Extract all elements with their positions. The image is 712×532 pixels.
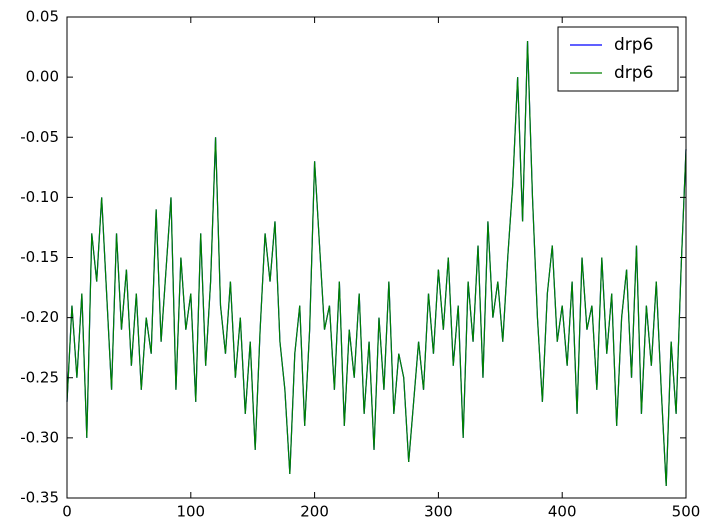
y-tick-label: -0.35 xyxy=(20,489,59,507)
x-tick-label: 100 xyxy=(176,503,205,521)
y-tick-label: 0.00 xyxy=(26,68,59,86)
legend-label: drp6 xyxy=(614,63,653,83)
x-tick-label: 400 xyxy=(548,503,577,521)
y-tick-label: -0.05 xyxy=(20,128,59,146)
legend-box xyxy=(557,26,679,92)
plot-area xyxy=(67,17,686,498)
x-tick-label: 500 xyxy=(672,503,701,521)
y-tick-label: -0.10 xyxy=(20,188,59,206)
y-tick-label: -0.15 xyxy=(20,248,59,266)
legend: drp6 drp6 xyxy=(557,26,679,92)
y-tick-label: -0.25 xyxy=(20,368,59,386)
y-tick-label: -0.30 xyxy=(20,428,59,446)
data-line xyxy=(66,41,687,487)
y-tick-label: 0.05 xyxy=(26,8,59,26)
x-tick-label: 0 xyxy=(62,503,72,521)
legend-label: drp6 xyxy=(614,35,653,55)
x-tick-label: 300 xyxy=(424,503,453,521)
y-tick-label: -0.20 xyxy=(20,308,59,326)
x-tick-label: 200 xyxy=(300,503,329,521)
